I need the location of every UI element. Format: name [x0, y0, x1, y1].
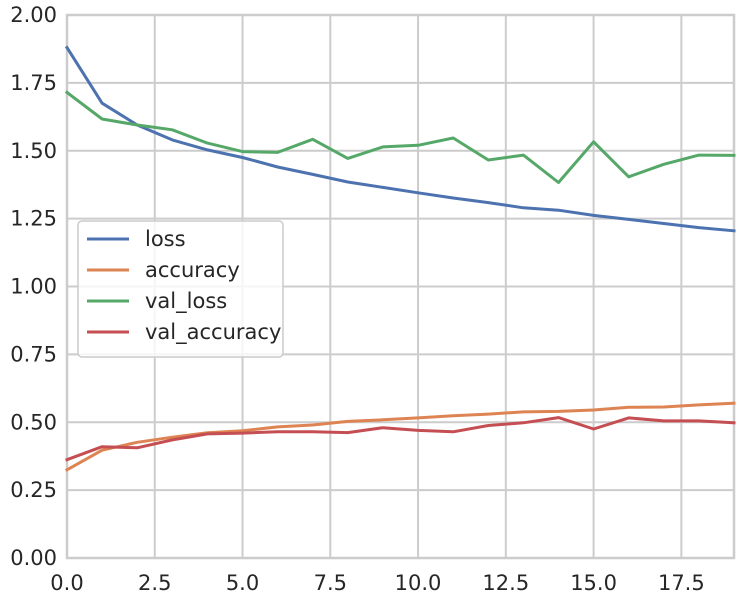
y-tick-label: 0.50: [10, 410, 57, 434]
x-tick-label: 2.5: [138, 571, 171, 595]
legend-box: [77, 220, 284, 358]
y-tick-label: 1.00: [10, 275, 57, 299]
x-tick-label: 0.0: [50, 571, 83, 595]
legend-label-val-accuracy: val_accuracy: [145, 320, 281, 345]
plot-frame: [65, 13, 736, 560]
series-line-accuracy: [64, 401, 736, 472]
x-tick-label: 5.0: [226, 571, 259, 595]
y-tick-label: 2.00: [10, 3, 57, 27]
series-lines: [64, 45, 736, 472]
y-tick-label: 0.75: [10, 342, 57, 366]
legend-label-loss: loss: [145, 227, 186, 251]
x-tick-label: 7.5: [314, 571, 347, 595]
x-tick-label: 12.5: [482, 571, 529, 595]
y-tick-label: 1.75: [10, 71, 57, 95]
y-tick-label: 1.50: [10, 139, 57, 163]
y-tick-label: 0.00: [10, 546, 57, 570]
series-line-val-accuracy: [65, 416, 736, 462]
legend-label-accuracy: accuracy: [145, 258, 240, 282]
x-tick-label: 15.0: [570, 571, 617, 595]
y-tick-label: 0.25: [10, 478, 57, 502]
y-tick-label: 1.25: [10, 207, 57, 231]
legend-label-val-loss: val_loss: [145, 289, 227, 314]
x-tick-label: 17.5: [658, 571, 705, 595]
series-line-val-loss: [64, 90, 736, 184]
series-line-loss: [64, 45, 736, 233]
x-tick-label: 10.0: [395, 571, 442, 595]
axes: 0.0 2.5 5.0 7.5 10.0 12.5 15.0 17.5 0.00 0.25 0.50…: [10, 3, 736, 595]
legend: loss accuracy val_loss val_accuracy: [77, 220, 284, 358]
